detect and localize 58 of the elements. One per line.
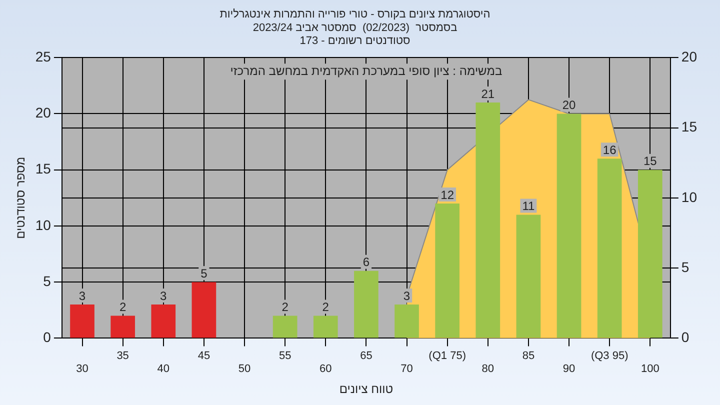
y-tick-label: 15	[35, 160, 52, 177]
x-tick-label: 65	[360, 350, 372, 362]
y2-tick-label: 10	[681, 188, 698, 205]
data-label: 2	[322, 300, 330, 314]
x-tick-label: 50	[238, 363, 251, 376]
data-label: 11	[522, 199, 536, 214]
annotation: במשימה : ציון סופי במערכת האקדמית במחשב המרכזי	[230, 64, 502, 78]
x-tick-label: 35	[116, 350, 129, 362]
x-axis-title: טווח ציונים	[339, 382, 394, 396]
data-label: 20	[562, 98, 576, 112]
data-label: 5	[200, 266, 208, 280]
bar	[110, 316, 135, 338]
data-label: 3	[403, 288, 410, 303]
bar	[638, 170, 662, 338]
bar	[516, 214, 541, 338]
x-tick-label: 90	[562, 363, 576, 376]
y2-tick-label: 0	[681, 329, 690, 346]
bar	[556, 114, 582, 338]
x-tick-label: 30	[76, 363, 88, 376]
bar	[394, 304, 419, 338]
y-axis-title: מספר סטודנטים	[14, 156, 28, 239]
x-tick-label: 80	[482, 363, 494, 376]
y-tick-label: 10	[35, 216, 52, 233]
x-tick-label: 45	[198, 350, 210, 362]
chart-title: היסטוגרמת ציונים בקורס - טורי פורייה והתמרות אינטגרליות בסמסטר (02/2023) סמסטר אביב 2023/24 סטודנטים רשומים - 173	[220, 8, 490, 48]
x-tick-label: 40	[157, 363, 170, 376]
data-label: 3	[160, 288, 168, 303]
x-tick-label: 100	[640, 363, 660, 376]
bar	[476, 102, 500, 338]
x-tick-label: (Q3 95)	[590, 350, 628, 362]
x-tick-label: 85	[522, 350, 535, 362]
bar	[354, 270, 378, 338]
bar	[435, 204, 460, 338]
bar	[313, 316, 338, 338]
bar	[151, 304, 176, 338]
y2-tick-label: 15	[681, 118, 698, 135]
data-label: 2	[282, 300, 289, 314]
x-tick-label: 60	[320, 363, 332, 376]
data-label: 3	[78, 288, 86, 303]
y-tick-label: 20	[35, 104, 52, 121]
data-label: 15	[643, 154, 658, 168]
y2-tick-label: 20	[681, 48, 698, 64]
bar	[192, 282, 216, 338]
data-label: 16	[602, 142, 617, 157]
data-label: 12	[440, 188, 454, 202]
x-tick-label: 55	[278, 350, 292, 362]
x-tick-label: 70	[400, 363, 413, 376]
data-label: 2	[119, 300, 126, 314]
y2-tick-label: 5	[681, 258, 690, 275]
y-tick-label: 0	[43, 329, 52, 346]
x-tick-label: (Q1 75)	[428, 350, 466, 362]
y-tick-label: 5	[43, 272, 52, 289]
y-tick-label: 25	[35, 48, 52, 64]
bar	[272, 316, 298, 338]
data-label: 6	[362, 255, 370, 270]
data-label: 21	[481, 86, 495, 101]
bar	[597, 158, 622, 338]
bar	[70, 304, 94, 338]
